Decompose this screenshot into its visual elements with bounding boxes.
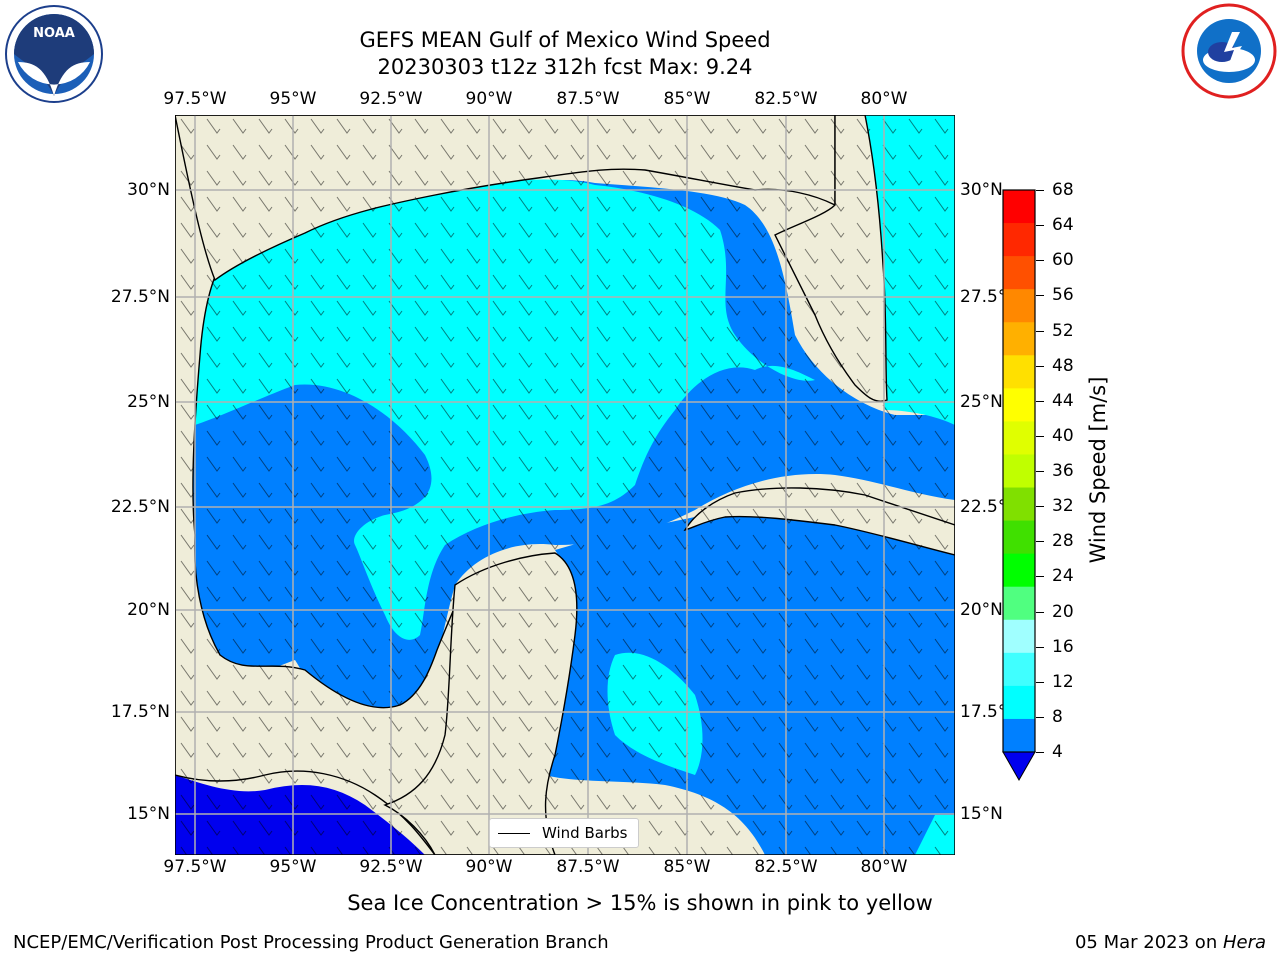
colorbar-tick-label: 8	[1052, 706, 1063, 727]
lon-tick-top: 95°W	[269, 89, 317, 109]
lat-tick-left: 20°N	[127, 600, 170, 620]
colorbar-tick-label: 60	[1052, 250, 1074, 271]
lon-tick-top: 80°W	[860, 89, 908, 109]
lon-tick-bottom: 95°W	[269, 857, 317, 877]
lat-tick-right: 30°N	[960, 180, 1003, 200]
lat-tick-left: 22.5°N	[110, 497, 170, 517]
colorbar-segment	[1003, 289, 1035, 323]
colorbar-tick-label: 4	[1052, 742, 1063, 762]
colorbar-tick-mark	[1036, 435, 1044, 437]
colorbar-tick-mark	[1036, 400, 1044, 402]
colorbar-tick-mark	[1036, 752, 1044, 753]
colorbar-tick-label: 32	[1052, 496, 1074, 517]
colorbar-segment	[1003, 718, 1035, 753]
lon-tick-top: 92.5°W	[359, 89, 423, 109]
noaa-logo: NOAA	[5, 5, 103, 103]
colorbar-tick-label: 24	[1052, 566, 1074, 587]
colorbar-tick-label: 12	[1052, 671, 1074, 692]
footer-date: 05 Mar 2023 on	[1074, 932, 1223, 953]
colorbar-tick-label: 28	[1052, 531, 1074, 552]
colorbar-segment	[1003, 685, 1035, 720]
lon-tick-bottom: 85°W	[663, 857, 711, 877]
footer-timestamp: 05 Mar 2023 on Hera	[1075, 932, 1266, 953]
lon-tick-bottom: 97.5°W	[163, 857, 227, 877]
colorbar-segment	[1003, 190, 1035, 224]
lat-tick-right: 15°N	[960, 804, 1003, 824]
colorbar-under-triangle	[1002, 751, 1036, 782]
lat-tick-left: 15°N	[127, 804, 170, 824]
sea-ice-note: Sea Ice Concentration > 15% is shown in …	[347, 891, 933, 915]
wind-barb-legend-line	[498, 832, 530, 834]
lon-tick-top: 90°W	[465, 89, 513, 109]
colorbar-segment	[1003, 487, 1035, 522]
chart-title: GEFS MEAN Gulf of Mexico Wind Speed	[359, 28, 771, 52]
colorbar-segment	[1003, 355, 1035, 389]
colorbar-segment	[1003, 322, 1035, 356]
lon-tick-top: 82.5°W	[754, 89, 818, 109]
colorbar-segment	[1003, 421, 1035, 455]
colorbar	[1002, 189, 1036, 782]
colorbar-tick-mark	[1036, 506, 1044, 508]
wind-barbs	[175, 115, 955, 855]
colorbar-tick-mark	[1036, 330, 1044, 332]
colorbar-tick-label: 56	[1052, 285, 1074, 306]
lat-tick-left: 25°N	[127, 392, 170, 412]
colorbar-segment	[1003, 223, 1035, 257]
colorbar-tick-label: 48	[1052, 355, 1074, 376]
svg-text:NOAA: NOAA	[33, 26, 75, 41]
colorbar-tick-mark	[1036, 716, 1044, 718]
colorbar-tick-mark	[1036, 611, 1044, 613]
colorbar-segment	[1003, 256, 1035, 290]
lon-tick-bottom: 82.5°W	[754, 857, 818, 877]
lon-tick-top: 97.5°W	[163, 89, 227, 109]
colorbar-segment	[1003, 520, 1035, 555]
colorbar-tick-label: 20	[1052, 601, 1074, 622]
lat-tick-left: 30°N	[127, 180, 170, 200]
colorbar-tick-mark	[1036, 225, 1044, 227]
colorbar-tick-mark	[1036, 295, 1044, 297]
nws-logo	[1181, 3, 1277, 99]
colorbar-tick-label: 36	[1052, 461, 1074, 481]
colorbar-segment	[1003, 553, 1035, 588]
colorbar-tick-mark	[1036, 260, 1044, 262]
colorbar-tick-mark	[1036, 681, 1044, 683]
colorbar-tick-label: 44	[1052, 390, 1074, 411]
lon-tick-bottom: 92.5°W	[359, 857, 423, 877]
colorbar-tick-label: 40	[1052, 425, 1074, 446]
colorbar-segment	[1003, 388, 1035, 422]
colorbar-tick-label: 68	[1052, 180, 1074, 200]
colorbar-segment	[1003, 586, 1035, 621]
colorbar-tick-label: 52	[1052, 320, 1074, 341]
colorbar-tick-label: 16	[1052, 636, 1074, 657]
lon-tick-bottom: 87.5°W	[556, 857, 620, 877]
lat-tick-left: 17.5°N	[110, 702, 170, 722]
colorbar-tick-mark	[1036, 190, 1044, 191]
chart-subtitle: 20230303 t12z 312h fcst Max: 9.24	[377, 55, 753, 79]
colorbar-segment	[1003, 619, 1035, 654]
colorbar-tick-mark	[1036, 646, 1044, 648]
lat-tick-right: 20°N	[960, 600, 1003, 620]
legend-label: Wind Barbs	[542, 824, 628, 842]
footer-credit: NCEP/EMC/Verification Post Processing Pr…	[13, 932, 609, 953]
colorbar-tick-mark	[1036, 471, 1044, 472]
lat-tick-left: 27.5°N	[110, 287, 170, 307]
colorbar-frame	[1002, 189, 1036, 753]
lat-tick-right: 25°N	[960, 392, 1003, 412]
colorbar-segment	[1003, 652, 1035, 687]
footer-machine: Hera	[1222, 932, 1266, 953]
map-legend: Wind Barbs	[489, 818, 639, 848]
lon-tick-bottom: 80°W	[860, 857, 908, 877]
map-panel	[175, 115, 955, 855]
colorbar-tick-mark	[1036, 576, 1044, 578]
colorbar-segment	[1003, 454, 1035, 489]
map-gridlines	[175, 115, 955, 855]
colorbar-label: Wind Speed [m/s]	[1086, 376, 1110, 564]
colorbar-tick-mark	[1036, 541, 1044, 543]
lon-tick-top: 87.5°W	[556, 89, 620, 109]
lon-tick-top: 85°W	[663, 89, 711, 109]
colorbar-tick-label: 64	[1052, 215, 1074, 236]
lon-tick-bottom: 90°W	[465, 857, 513, 877]
colorbar-tick-mark	[1036, 365, 1044, 367]
